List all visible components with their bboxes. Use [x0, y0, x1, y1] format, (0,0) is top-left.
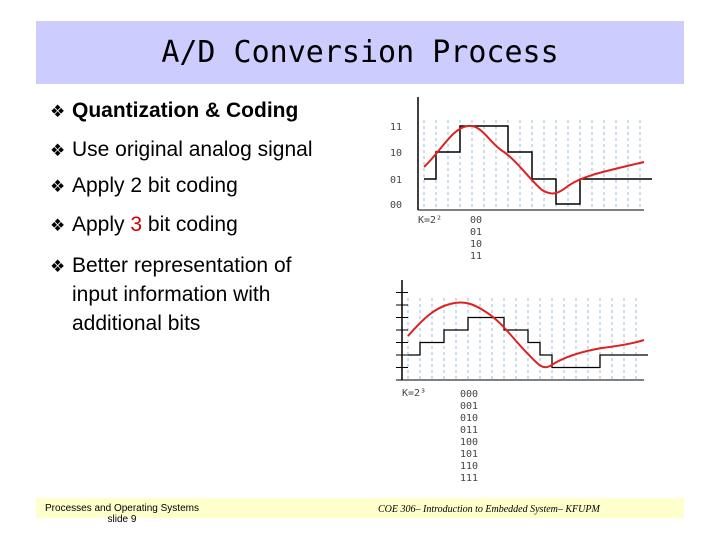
code-label: 010 — [460, 413, 478, 424]
diamond-bullet-icon: ❖ — [50, 177, 66, 196]
footer-left: Processes and Operating Systems slide 9 — [45, 503, 199, 525]
y-level-label: 11 — [390, 122, 402, 133]
code-label: 000 — [460, 389, 478, 400]
bullet-text: Better representation of input informati… — [72, 254, 292, 335]
highlight-number: 3 — [130, 213, 143, 236]
code-label: 111 — [460, 473, 478, 484]
diamond-bullet-icon: ❖ — [50, 216, 66, 235]
code-label: 01 — [470, 227, 482, 238]
code-label: 100 — [460, 437, 478, 448]
footer-bar — [36, 498, 684, 518]
bullet-text: Apply 3 bit coding — [72, 213, 238, 236]
y-ticks — [396, 292, 408, 381]
diamond-bullet-icon: ❖ — [50, 141, 66, 160]
bullet-item: ❖ Use original analog signal — [50, 135, 313, 164]
slide-title: A/D Conversion Process — [161, 35, 559, 70]
title-bar: A/D Conversion Process — [36, 21, 684, 84]
bullet-item: ❖ Better representation of input informa… — [50, 251, 291, 338]
bullet-item: ❖ Apply 2 bit coding — [50, 171, 238, 200]
diamond-bullet-icon: ❖ — [50, 102, 66, 121]
bullet-text: Use original analog signal — [72, 138, 313, 161]
analog-signal-line — [423, 124, 645, 195]
code-label: 110 — [460, 461, 478, 472]
y-level-label: 01 — [390, 175, 402, 186]
bullet-text: Quantization & Coding — [72, 99, 299, 122]
code-label: 00 — [470, 215, 482, 226]
y-level-label: 10 — [390, 148, 402, 159]
quantized-signal-line — [408, 316, 648, 369]
code-label: 11 — [470, 251, 482, 262]
code-label: 011 — [460, 425, 478, 436]
k-label: K=2³ — [402, 388, 426, 399]
k-label: K=2² — [418, 215, 442, 226]
diamond-bullet-icon: ❖ — [50, 257, 66, 276]
quantized-signal-line — [424, 125, 652, 205]
code-label: 10 — [470, 239, 482, 250]
sample-grid — [407, 298, 637, 380]
bullet-item: ❖ Quantization & Coding — [50, 96, 298, 125]
footer-right: COE 306– Introduction to Embedded System… — [378, 504, 600, 515]
y-level-labels: 00 01 10 11 — [390, 122, 402, 211]
code-label: 001 — [460, 401, 478, 412]
code-label: 101 — [460, 449, 478, 460]
analog-signal-line — [407, 301, 645, 369]
y-level-label: 00 — [390, 200, 402, 211]
bullet-text: Apply 2 bit coding — [72, 174, 238, 197]
bullet-item: ❖ Apply 3 bit coding — [50, 210, 238, 239]
